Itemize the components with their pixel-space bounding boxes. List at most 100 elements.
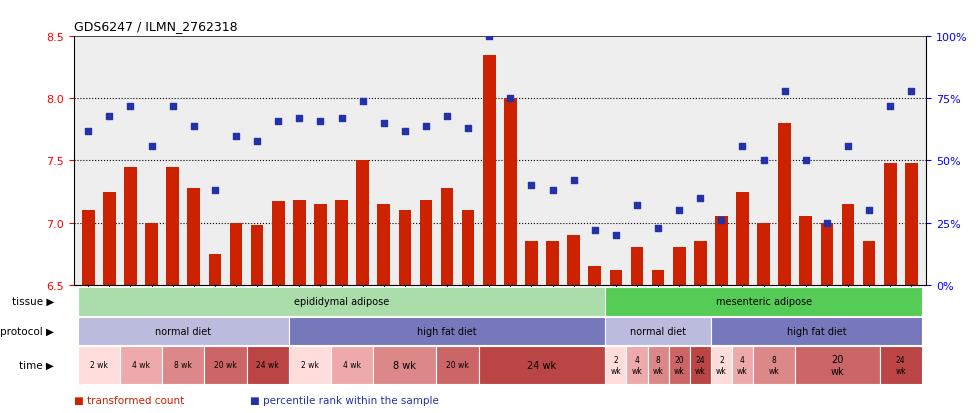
Text: 20
wk: 20 wk xyxy=(831,354,845,376)
Text: 24 wk: 24 wk xyxy=(257,361,279,370)
Point xyxy=(122,103,138,110)
Point xyxy=(355,98,370,105)
Bar xyxy=(862,242,875,285)
Point xyxy=(798,158,813,164)
Bar xyxy=(694,242,707,285)
Bar xyxy=(251,225,264,285)
Point xyxy=(904,88,919,95)
Text: time ▶: time ▶ xyxy=(19,360,54,370)
Bar xyxy=(419,201,432,285)
Point xyxy=(608,232,623,239)
Bar xyxy=(567,235,580,285)
Point xyxy=(186,123,202,130)
Text: normal diet: normal diet xyxy=(155,326,212,336)
Text: 2 wk: 2 wk xyxy=(90,361,108,370)
Text: 4 wk: 4 wk xyxy=(132,361,150,370)
Text: 2 wk: 2 wk xyxy=(301,361,318,370)
Bar xyxy=(710,317,922,345)
Point xyxy=(228,133,244,140)
Bar xyxy=(631,248,643,285)
Bar xyxy=(648,346,668,384)
Point xyxy=(333,116,349,122)
Point xyxy=(418,123,434,130)
Point xyxy=(840,143,856,150)
Bar xyxy=(167,167,179,285)
Point xyxy=(565,178,581,184)
Bar xyxy=(673,248,686,285)
Bar xyxy=(289,317,606,345)
Bar xyxy=(77,287,606,316)
Text: high fat diet: high fat diet xyxy=(787,326,846,336)
Point xyxy=(313,118,328,125)
Point xyxy=(587,227,603,234)
Bar xyxy=(289,346,331,384)
Text: 4
wk: 4 wk xyxy=(737,356,748,375)
Point xyxy=(882,103,898,110)
Point xyxy=(651,225,666,231)
Bar xyxy=(753,346,795,384)
Point xyxy=(165,103,180,110)
Bar xyxy=(187,188,200,285)
Text: 8
wk: 8 wk xyxy=(653,356,663,375)
Bar xyxy=(652,270,664,285)
Text: 20
wk: 20 wk xyxy=(674,356,685,375)
Bar xyxy=(209,254,221,285)
Point xyxy=(693,195,709,202)
Text: 20 wk: 20 wk xyxy=(214,361,237,370)
Bar xyxy=(293,201,306,285)
Bar xyxy=(77,317,289,345)
Text: 8 wk: 8 wk xyxy=(174,361,192,370)
Point xyxy=(249,138,265,145)
Bar xyxy=(758,223,770,285)
Bar xyxy=(120,346,162,384)
Text: 8
wk: 8 wk xyxy=(768,356,779,375)
Point xyxy=(207,188,222,194)
Bar xyxy=(357,161,368,285)
Bar xyxy=(736,192,749,285)
Text: 24
wk: 24 wk xyxy=(896,356,906,375)
Bar xyxy=(162,346,205,384)
Bar xyxy=(800,217,812,285)
Bar xyxy=(271,202,284,285)
Text: normal diet: normal diet xyxy=(630,326,686,336)
Point xyxy=(397,128,413,135)
Bar xyxy=(247,346,289,384)
Bar xyxy=(880,346,922,384)
Bar xyxy=(145,223,158,285)
Point xyxy=(461,126,476,132)
Bar xyxy=(478,346,606,384)
Point xyxy=(481,34,497,40)
Bar xyxy=(436,346,478,384)
Bar xyxy=(314,204,326,285)
Point xyxy=(713,217,729,224)
Text: epididymal adipose: epididymal adipose xyxy=(294,297,389,306)
Bar xyxy=(399,211,412,285)
Bar xyxy=(331,346,373,384)
Bar xyxy=(778,124,791,285)
Bar xyxy=(606,287,922,316)
Point xyxy=(503,96,518,102)
Bar xyxy=(483,56,496,285)
Text: 24
wk: 24 wk xyxy=(695,356,706,375)
Bar xyxy=(377,204,390,285)
Text: 8 wk: 8 wk xyxy=(393,360,416,370)
Text: 4
wk: 4 wk xyxy=(631,356,642,375)
Bar xyxy=(905,164,917,285)
Bar xyxy=(77,346,120,384)
Point xyxy=(629,202,645,209)
Point xyxy=(439,113,455,120)
Text: GDS6247 / ILMN_2762318: GDS6247 / ILMN_2762318 xyxy=(74,20,237,33)
Bar xyxy=(842,204,855,285)
Text: 4 wk: 4 wk xyxy=(343,361,361,370)
Bar xyxy=(606,317,710,345)
Bar xyxy=(103,192,116,285)
Bar xyxy=(504,99,516,285)
Bar xyxy=(335,201,348,285)
Bar xyxy=(884,164,897,285)
Bar xyxy=(441,188,454,285)
Point xyxy=(735,143,751,150)
Bar xyxy=(668,346,690,384)
Bar xyxy=(229,223,242,285)
Point xyxy=(376,121,392,127)
Text: ■ percentile rank within the sample: ■ percentile rank within the sample xyxy=(250,394,439,405)
